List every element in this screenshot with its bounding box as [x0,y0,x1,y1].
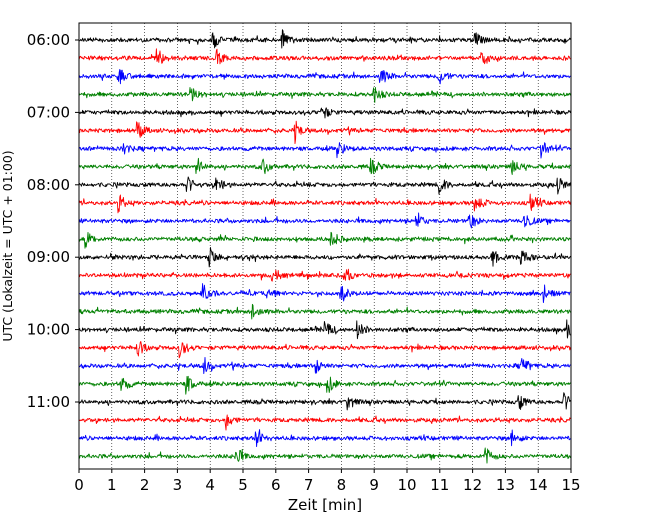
trace-11:45 [78,447,571,464]
x-tick-label: 3 [173,476,183,494]
y-tick-label: 06:00 [27,31,70,49]
seismic-traces [78,29,571,464]
trace-09:30 [78,283,571,304]
trace-09:15 [78,268,571,282]
trace-08:00 [78,176,571,195]
trace-06:45 [78,87,571,103]
y-tick-label: 10:00 [27,321,70,339]
x-tick-label: 13 [496,476,515,494]
x-tick-label: 11 [430,476,449,494]
x-tick-label: 8 [337,476,347,494]
x-tick-label: 12 [463,476,482,494]
trace-08:30 [78,212,571,229]
trace-06:00 [78,29,571,49]
trace-07:45 [78,157,571,175]
x-tick-label: 15 [561,476,580,494]
trace-10:30 [78,356,571,375]
x-axis-label: Zeit [min] [288,496,362,514]
x-tick-label: 10 [397,476,416,494]
trace-06:15 [78,48,571,65]
y-tick-label: 09:00 [27,248,70,266]
trace-10:15 [78,341,571,359]
y-tick-label: 08:00 [27,176,70,194]
x-axis-ticks: 0 1 2 3 4 5 6 7 8 9 10 11 12 13 14 15 [74,469,581,494]
trace-11:00 [78,392,571,411]
x-tick-label: 5 [238,476,248,494]
x-tick-label: 9 [369,476,379,494]
y-axis-ticks: 06:00 07:00 08:00 09:00 10:00 11:00 [27,31,79,411]
trace-11:15 [78,414,571,431]
x-tick-label: 0 [74,476,84,494]
x-tick-label: 2 [140,476,150,494]
trace-10:45 [78,375,571,395]
trace-07:30 [78,142,571,159]
trace-11:30 [78,429,571,448]
x-tick-label: 1 [107,476,117,494]
trace-10:00 [78,319,571,340]
x-tick-label: 4 [205,476,215,494]
trace-07:15 [78,120,571,145]
y-tick-label: 11:00 [27,393,70,411]
x-tick-label: 14 [529,476,548,494]
x-grid [111,23,539,469]
x-tick-label: 6 [271,476,281,494]
y-tick-label: 07:00 [27,103,70,121]
x-tick-label: 7 [304,476,314,494]
plot-frame [78,22,572,470]
trace-06:30 [78,69,571,85]
trace-09:00 [78,247,571,268]
trace-07:00 [78,107,571,119]
trace-08:45 [78,231,571,249]
y-axis-label: UTC (Lokalzeit = UTC + 01:00) [0,150,15,341]
trace-08:15 [78,193,571,214]
trace-09:45 [78,303,571,320]
